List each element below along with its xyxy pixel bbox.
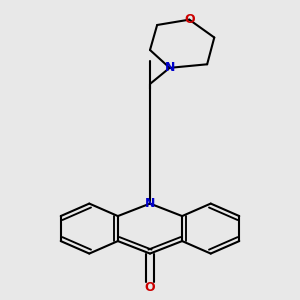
Text: O: O: [184, 13, 195, 26]
Text: N: N: [164, 61, 175, 74]
Text: N: N: [145, 197, 155, 210]
Text: O: O: [145, 281, 155, 294]
